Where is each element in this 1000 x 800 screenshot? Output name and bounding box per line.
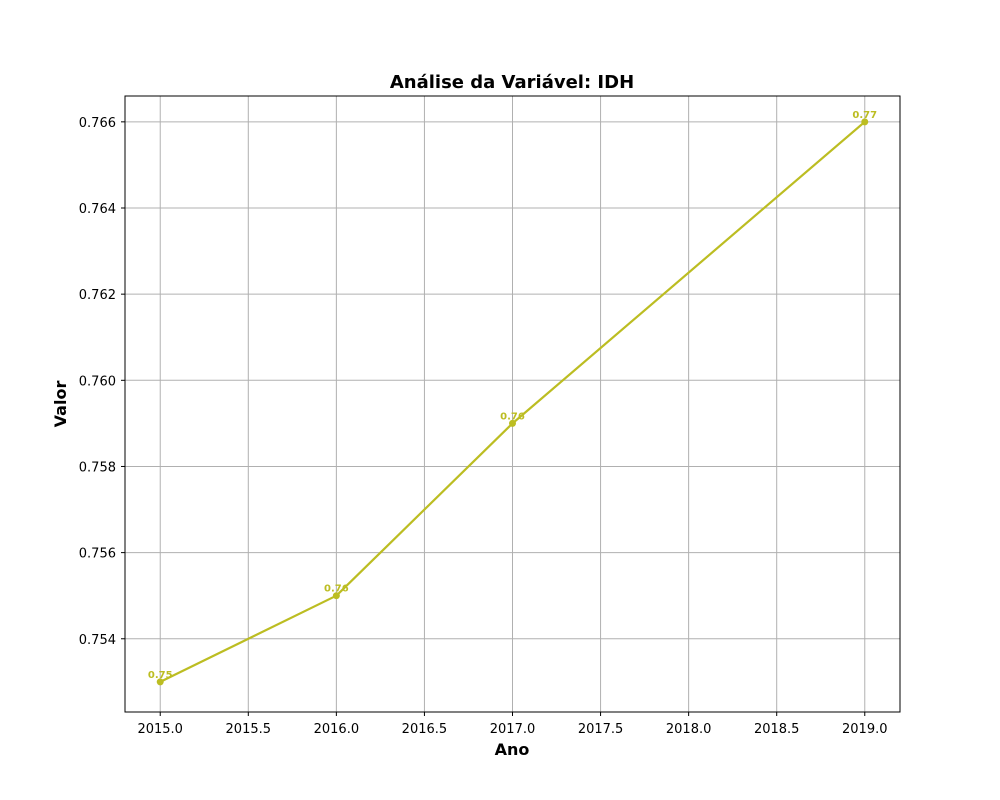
- chart-title: Análise da Variável: IDH: [390, 72, 634, 93]
- plot-frame: [124, 95, 901, 713]
- x-tick-label: 2016.5: [402, 722, 448, 737]
- x-tick-label: 2018.5: [754, 722, 800, 737]
- data-point: [156, 678, 164, 686]
- series-line: [159, 121, 866, 683]
- y-tick-label: 0.766: [79, 116, 116, 131]
- ticks: 2015.0 2015.5 2016.0 2016.5 2017.0 2017.5 2018…: [79, 116, 888, 737]
- x-tick-label: 2017.0: [490, 722, 536, 737]
- y-axis-label: Valor: [51, 381, 70, 428]
- data-label: 0.75: [148, 670, 173, 681]
- data-point: [861, 118, 869, 126]
- x-tick-label: 2018.0: [666, 722, 712, 737]
- data-label: 0.76: [500, 411, 525, 422]
- data-label: 0.76: [324, 584, 349, 595]
- series: 0.75 0.76 0.76 0.77: [148, 110, 877, 686]
- y-tick-label: 0.758: [79, 460, 116, 475]
- x-axis-label: Ano: [495, 740, 530, 759]
- x-tick-label: 2017.5: [578, 722, 624, 737]
- x-tick-label: 2015.0: [137, 722, 183, 737]
- x-tick-label: 2019.0: [842, 722, 888, 737]
- data-point: [509, 419, 516, 427]
- x-tick-label: 2016.0: [314, 722, 360, 737]
- x-tick-label: 2015.5: [226, 722, 272, 737]
- y-tick-label: 0.764: [79, 202, 116, 217]
- y-tick-label: 0.760: [79, 374, 116, 389]
- data-label: 0.77: [852, 110, 877, 121]
- y-tick-label: 0.756: [79, 547, 116, 562]
- y-tick-label: 0.754: [79, 633, 116, 648]
- y-tick-label: 0.762: [79, 288, 116, 303]
- data-point: [332, 592, 340, 600]
